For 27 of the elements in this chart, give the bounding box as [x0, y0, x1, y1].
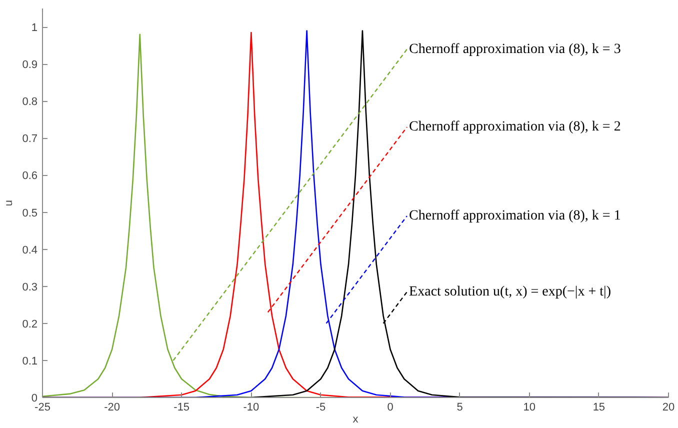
- y-tick-label: 0.2: [22, 318, 38, 330]
- x-tick-label: -25: [34, 402, 50, 414]
- x-axis-title: x: [352, 414, 359, 426]
- x-tick-label: 5: [456, 402, 463, 414]
- y-tick-label: 0.8: [22, 96, 38, 108]
- annotation: Chernoff approximation via (8), k = 3: [409, 42, 621, 57]
- annotation: Chernoff approximation via (8), k = 1: [409, 208, 621, 224]
- annotation: Exact solution u(t, x) = exp(−|x + t|): [409, 284, 612, 300]
- x-tick-label: -20: [104, 402, 120, 414]
- x-tick-label: -5: [316, 402, 326, 414]
- y-tick-label: 0.7: [22, 133, 38, 146]
- x-tick-label: -10: [243, 402, 260, 414]
- y-axis-title: u: [3, 200, 16, 206]
- y-tick-label: 0.6: [22, 170, 38, 182]
- x-tick-label: 20: [662, 402, 675, 414]
- x-tick-label: 10: [523, 402, 536, 414]
- y-tick-label: 0: [31, 392, 38, 404]
- x-tick-label: 15: [592, 402, 606, 414]
- y-tick-label: 1: [31, 22, 38, 34]
- x-tick-label: -15: [174, 402, 190, 414]
- y-tick-label: 0.4: [22, 244, 38, 256]
- annotation: Chernoff approximation via (8), k = 2: [409, 120, 621, 135]
- y-tick-label: 0.1: [22, 355, 38, 368]
- x-tick-label: 0: [387, 402, 394, 414]
- y-tick-label: 0.3: [22, 281, 38, 294]
- y-tick-label: 0.9: [22, 59, 38, 72]
- y-tick-label: 0.5: [22, 207, 38, 220]
